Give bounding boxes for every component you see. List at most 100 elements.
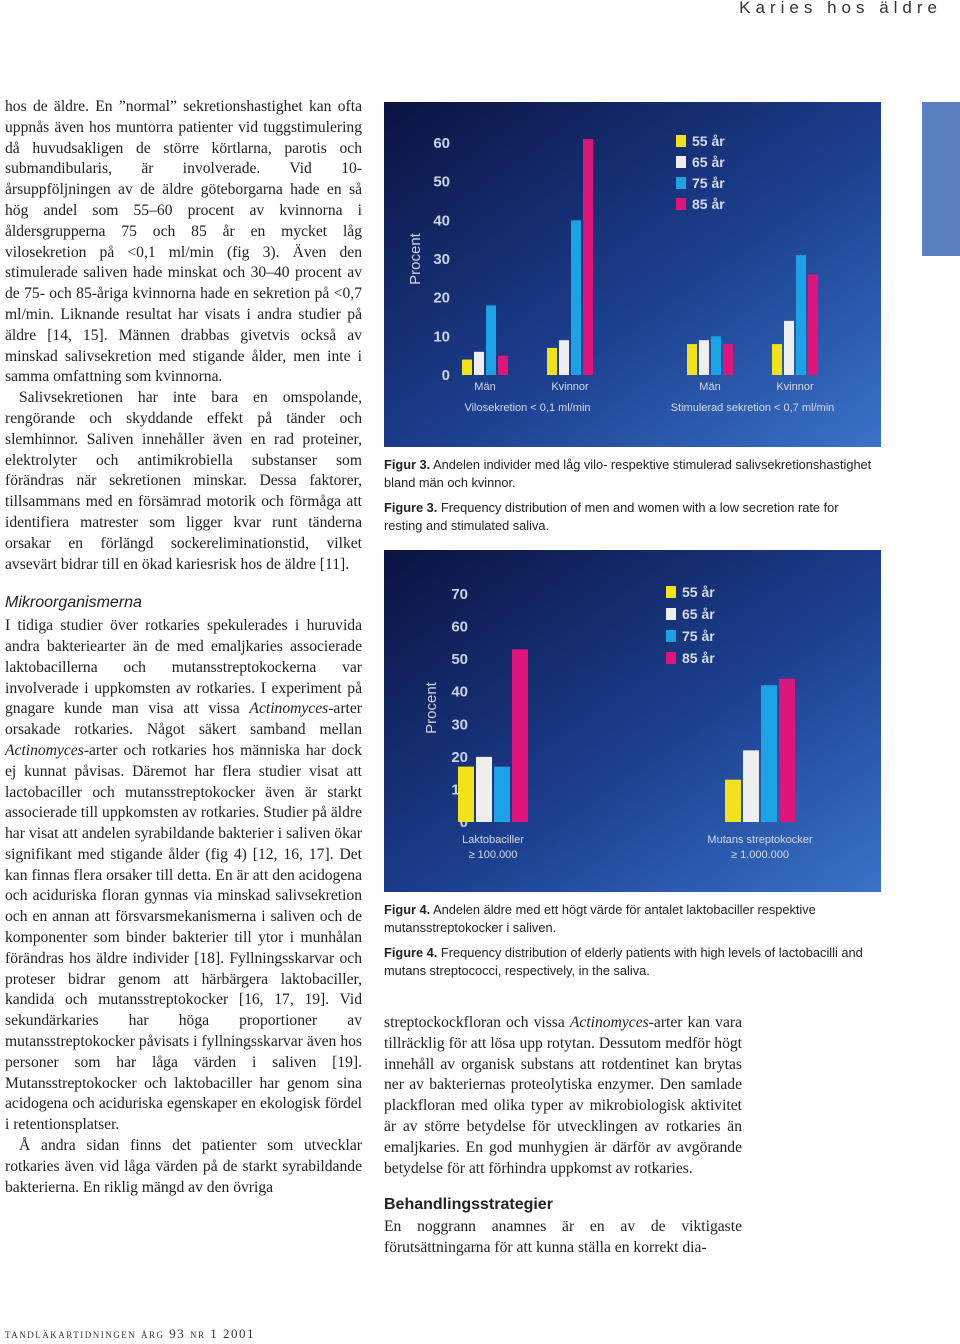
text-run: Actinomyces: [5, 741, 84, 759]
bar: [784, 320, 794, 375]
x-tick-label: Mutans streptokocker: [707, 834, 812, 846]
y-tick-label: 20: [451, 749, 468, 766]
bar: [711, 336, 721, 375]
caption-text: Frequency distribution of men and women …: [384, 500, 839, 533]
y-tick-label: 60: [451, 619, 468, 636]
x-tick-label: Män: [474, 381, 495, 393]
running-title: Karies hos äldre: [739, 0, 942, 17]
bar: [808, 274, 818, 375]
y-tick-label: 70: [451, 586, 468, 603]
legend-label: 65 år: [682, 606, 715, 622]
y-tick-label: 50: [451, 651, 468, 668]
y-axis-label: Procent: [423, 681, 440, 734]
legend-swatch: [666, 630, 676, 642]
chart-background: [384, 550, 881, 892]
paragraph: I tidiga studier över rotkaries spekuler…: [5, 616, 362, 1136]
right-column: streptockockfloran och vissa Actinomyces…: [384, 1013, 742, 1259]
x-tick-label: Kvinnor: [551, 381, 589, 393]
text-run: Actinomyces: [569, 1014, 649, 1031]
caption-text: Frequency distribution of elderly patien…: [384, 945, 863, 978]
text-run: streptockockfloran och vissa: [384, 1014, 570, 1031]
caption-label: Figure 3.: [384, 500, 438, 515]
legend-label: 75 år: [692, 175, 725, 191]
x-tick-label: Män: [699, 381, 720, 393]
y-tick-label: 30: [433, 251, 450, 268]
legend-swatch: [666, 652, 676, 664]
legend-swatch: [666, 608, 676, 620]
paragraph: streptockockfloran och vissa Actinomyces…: [384, 1013, 742, 1179]
legend-swatch: [676, 177, 686, 189]
bar: [772, 344, 782, 375]
bar: [571, 220, 581, 375]
chart: 0 10 20 30 40 50 60 Procent Män Kvinnor Män Kvinnor…: [384, 102, 881, 447]
x-tick-sublabel: ≥ 100.000: [469, 849, 518, 861]
chart-background: [384, 102, 881, 447]
caption-sv: Figur 4. Andelen äldre med ett högt värd…: [384, 901, 874, 936]
legend-label: 75 år: [682, 628, 715, 644]
y-tick-label: 0: [460, 814, 468, 831]
paragraph: Salivsekretionen har inte bara en omspol…: [5, 389, 362, 573]
caption-en: Figure 4. Frequency distribution of elde…: [384, 944, 874, 979]
bar: [494, 766, 510, 822]
bar: [512, 649, 528, 822]
text-run: -arter orsakade rotkaries. Något säkert …: [5, 700, 362, 739]
caption-sv: Figur 3. Andelen individer med låg vilo-…: [384, 456, 874, 491]
caption-text: Andelen äldre med ett högt värde för ant…: [384, 902, 816, 935]
x-tick-sublabel: ≥ 1.000.000: [731, 849, 789, 861]
bar: [474, 351, 484, 375]
text-run: -arter kan vara tillräcklig för att lösa…: [384, 1014, 742, 1177]
legend-label: 55 år: [682, 584, 715, 600]
paragraph: hos de äldre. En ”normal” sekretionshast…: [5, 98, 362, 386]
bar: [462, 359, 472, 375]
y-tick-label: 40: [451, 684, 468, 701]
y-tick-label: 20: [433, 290, 450, 307]
bar: [699, 340, 709, 375]
bar: [779, 678, 795, 822]
bar: [725, 779, 741, 822]
y-tick-label: 50: [433, 174, 450, 191]
bar: [458, 766, 474, 822]
bar: [476, 756, 492, 822]
footer: tandläkartidningen årg 93 nr 1 2001: [5, 1326, 255, 1341]
bar: [723, 344, 733, 375]
x-tick-label: Laktobaciller: [462, 834, 524, 846]
y-axis-label: Procent: [407, 232, 424, 285]
y-tick-label: 30: [451, 716, 468, 733]
paragraph: En noggrann anamnes är en av de viktigas…: [384, 1218, 742, 1256]
legend-label: 85 år: [692, 196, 725, 212]
legend-swatch: [676, 135, 686, 147]
legend-label: 85 år: [682, 650, 715, 666]
bar: [559, 340, 569, 375]
legend-label: 65 år: [692, 154, 725, 170]
chart: 010203040506070ProcentLaktobaciller≥ 100…: [384, 550, 881, 892]
caption-text: Andelen individer med låg vilo- respekti…: [384, 457, 872, 490]
section-heading: Mikroorganismerna: [5, 594, 142, 612]
caption-label: Figur 3.: [384, 457, 431, 472]
y-tick-label: 60: [433, 135, 450, 152]
legend-label: 55 år: [692, 133, 725, 149]
caption-label: Figur 4.: [384, 902, 431, 917]
x-tick-label: Kvinnor: [776, 381, 814, 393]
figure-caption: Figur 4. Andelen äldre med ett högt värd…: [384, 901, 874, 987]
group-label: Stimulerad sekretion < 0,7 ml/min: [671, 402, 835, 414]
left-column: hos de äldre. En ”normal” sekretionshast…: [5, 97, 362, 1198]
paragraph: Å andra sidan finns det patienter som ut…: [5, 1137, 362, 1196]
text-run: I tidiga studier över rotkaries spekuler…: [5, 617, 362, 718]
bar: [761, 685, 777, 822]
group-label: Vilosekretion < 0,1 ml/min: [464, 402, 590, 414]
legend-swatch: [676, 198, 686, 210]
y-tick-label: 0: [442, 367, 450, 384]
y-tick-label: 10: [433, 328, 450, 345]
section-tab: [922, 102, 960, 256]
bar: [743, 750, 759, 822]
legend-swatch: [676, 156, 686, 168]
section-heading: Behandlingsstrategier: [384, 1196, 553, 1214]
bar: [547, 347, 557, 375]
bar: [796, 255, 806, 375]
legend-swatch: [666, 586, 676, 598]
bar: [687, 344, 697, 375]
bar: [498, 355, 508, 375]
figure-caption: Figur 3. Andelen individer med låg vilo-…: [384, 456, 874, 542]
y-tick-label: 40: [433, 212, 450, 229]
